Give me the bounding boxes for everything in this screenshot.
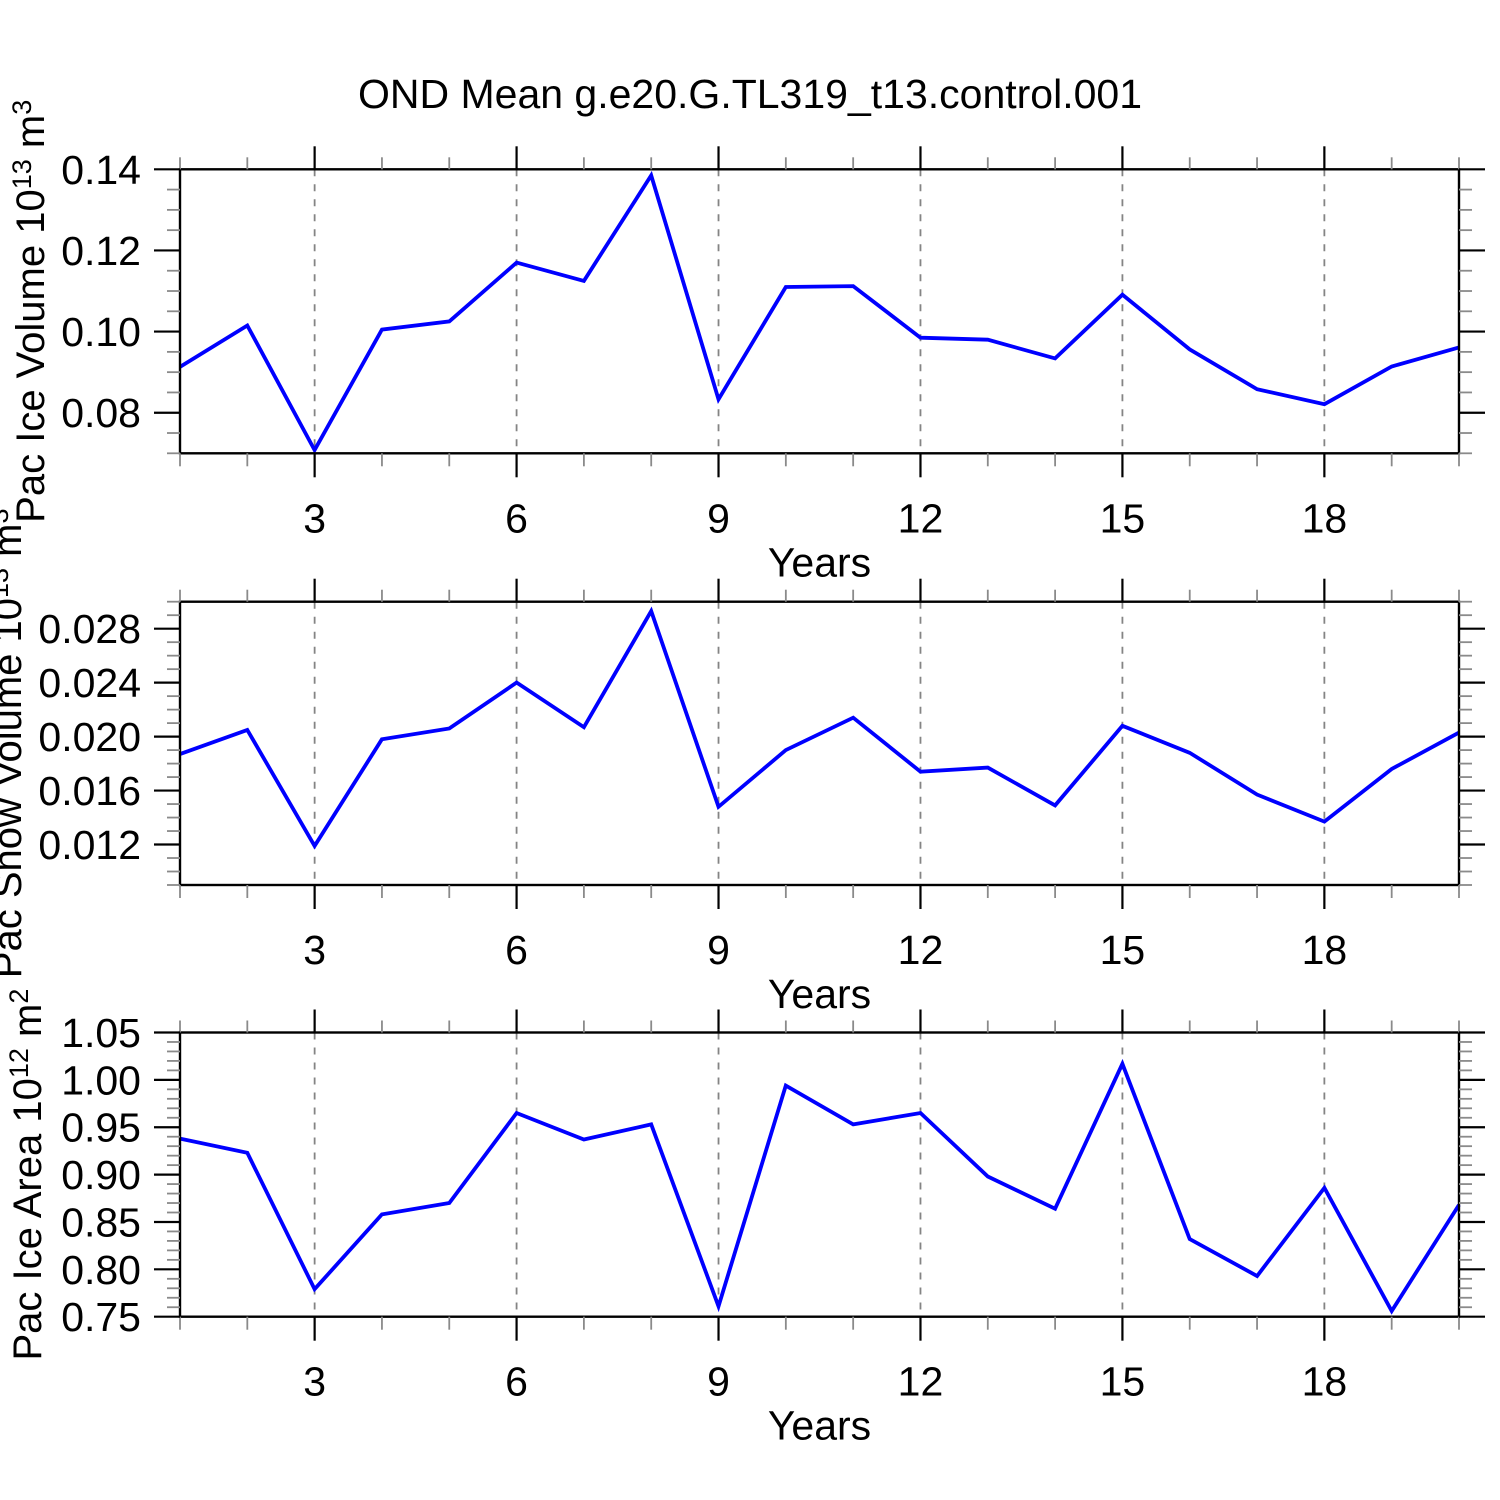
y-axis-title-superscript: 3 (7, 100, 37, 115)
x-axis-tick-label: 3 (303, 1359, 326, 1405)
y-axis-tick-label: 0.14 (61, 147, 141, 193)
panel-pac-snow-volume: 0.012 0.016 0.020 0.024 0.028 3 6 9 12 15 18 Years P… (0, 508, 1485, 1017)
x-axis-tick-label: 18 (1302, 495, 1348, 541)
y-axis-tick-label: 0.95 (61, 1105, 141, 1151)
x-axis-tick-label: 3 (303, 495, 326, 541)
y-axis-tick-label: 1.00 (61, 1057, 141, 1103)
x-axis-tick-label: 15 (1100, 1359, 1146, 1405)
x-axis-tick-label: 9 (707, 495, 730, 541)
y-axis-tick-label: 0.12 (61, 228, 141, 274)
data-line-pac-ice-area (179, 1058, 1461, 1315)
y-axis-tick-label: 0.08 (61, 390, 141, 436)
chart-title: OND Mean g.e20.G.TL319_t13.control.001 (357, 71, 1143, 117)
y-axis-tick-label: 0.024 (38, 660, 141, 706)
y-axis-tick-label: 0.012 (38, 822, 141, 868)
y-axis-title: Pac Ice Area 1012 m2 (4, 989, 50, 1361)
x-axis-title: Years (768, 539, 871, 585)
y-axis-title-superscript: 2 (4, 989, 34, 1004)
y-axis-title-superscript: 3 (0, 508, 14, 523)
x-axis-tick-label: 6 (505, 495, 528, 541)
data-line-pac-snow-volume (179, 606, 1460, 850)
x-axis-tick-label: 6 (505, 927, 528, 973)
plot-frame (178, 168, 1461, 455)
x-axis-tick-label: 3 (303, 927, 326, 973)
x-axis-tick-label: 15 (1100, 495, 1146, 541)
y-axis-title-text: Pac Ice Area 10 (6, 1078, 50, 1360)
x-axis-tick-label: 12 (898, 1359, 944, 1405)
y-axis-tick-label: 0.90 (61, 1152, 141, 1198)
y-axis-title-text: Pac Snow Volume 10 (0, 598, 30, 978)
x-axis-tick-label: 18 (1302, 927, 1348, 973)
y-axis-tick-label: 0.016 (38, 768, 141, 814)
x-axis-tick-label: 15 (1100, 927, 1146, 973)
x-axis-tick-label: 6 (505, 1359, 528, 1405)
y-axis-tick-label: 0.85 (61, 1199, 141, 1245)
panel-pac-ice-area: 0.750.800.850.900.951.001.05 3 6 9 12 15 18 Yea… (4, 989, 1485, 1449)
y-axis-tick-label: 0.10 (61, 309, 141, 355)
y-axis-title-superscript: 12 (4, 1048, 34, 1078)
x-axis-title: Years (768, 1403, 871, 1449)
y-axis-title-superscript: 13 (0, 568, 14, 598)
y-axis-title-text: m (6, 1004, 50, 1048)
x-axis-tick-label: 12 (898, 495, 944, 541)
y-axis-title-text: Pac Ice Volume 10 (9, 189, 53, 523)
plot-frame (178, 600, 1461, 887)
y-axis-title-text: m (9, 115, 53, 159)
x-axis-title: Years (768, 971, 871, 1017)
y-axis-title: Pac Snow Volume 1013 m3 (0, 508, 30, 978)
x-axis-tick-label: 9 (707, 1359, 730, 1405)
x-axis-tick-label: 12 (898, 927, 944, 973)
y-axis-tick-label: 0.75 (61, 1294, 141, 1340)
x-axis-tick-label: 18 (1302, 1359, 1348, 1405)
y-axis-tick-label: 0.020 (38, 714, 141, 760)
y-axis-tick-label: 0.80 (61, 1247, 141, 1293)
panel-pac-ice-volume: 0.08 0.10 0.12 0.14 3 6 9 12 15 18 Years Pac Ice Vo… (7, 100, 1485, 585)
plot-frame (178, 1031, 1461, 1318)
y-axis-tick-label: 0.028 (38, 606, 141, 652)
y-axis-title-superscript: 13 (7, 159, 37, 189)
y-axis-tick-label: 1.05 (61, 1010, 141, 1056)
x-axis-tick-label: 9 (707, 927, 730, 973)
data-line-pac-ice-volume (179, 170, 1460, 455)
y-axis-title: Pac Ice Volume 1013 m3 (7, 100, 53, 523)
y-axis-title-text: m (0, 524, 30, 568)
